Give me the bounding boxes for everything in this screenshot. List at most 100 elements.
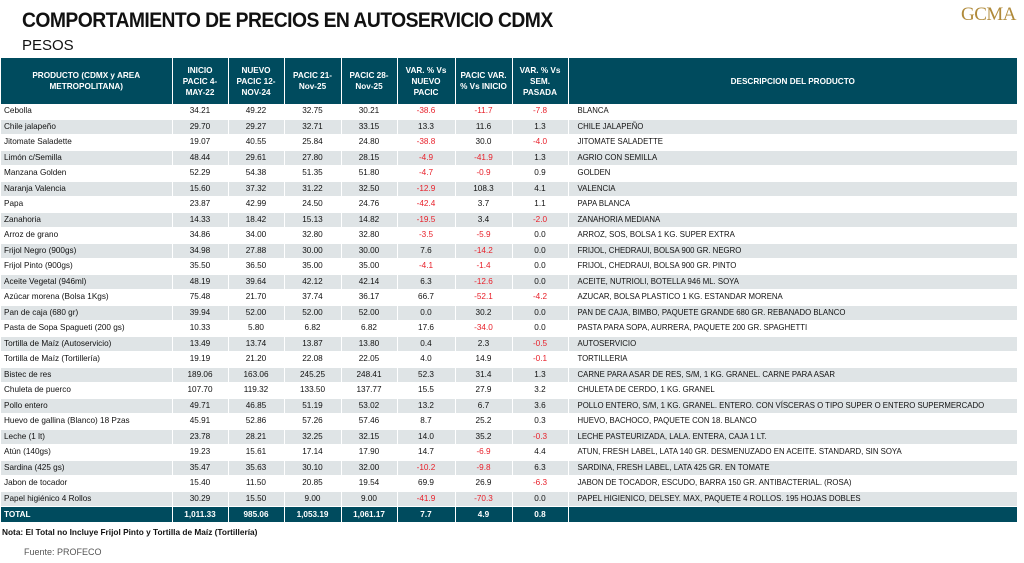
product-name: Huevo de gallina (Blanco) 18 Pzas bbox=[1, 413, 172, 430]
table-row: Papa 23.87 42.99 24.50 24.76 -42.4 3.7 1.1 PAPA … bbox=[1, 196, 1017, 213]
total-value: 7.7 bbox=[396, 506, 455, 522]
cell-value: 57.46 bbox=[340, 413, 397, 430]
cell-value: 0.9 bbox=[511, 165, 568, 182]
cell-value: 32.15 bbox=[340, 429, 397, 445]
cell-value: 36.17 bbox=[340, 289, 397, 306]
cell-value: 75.48 bbox=[171, 289, 228, 306]
cell-value: -14.2 bbox=[454, 243, 512, 259]
cell-value: -41.9 bbox=[396, 491, 455, 507]
cell-value: 13.87 bbox=[283, 336, 341, 352]
cell-value: 30.29 bbox=[171, 491, 228, 507]
cell-value: 52.00 bbox=[283, 305, 341, 321]
cell-value: 35.00 bbox=[283, 258, 341, 275]
cell-value: 0.0 bbox=[511, 320, 568, 337]
cell-value: -3.5 bbox=[396, 227, 455, 244]
cell-value: 52.00 bbox=[340, 305, 397, 321]
cell-value: 1.1 bbox=[511, 196, 568, 213]
table-row: Pollo entero 49.71 46.85 51.19 53.02 13.2 6.7 3… bbox=[1, 398, 1017, 414]
cell-value: 3.2 bbox=[511, 382, 568, 399]
cell-value: 30.00 bbox=[340, 243, 397, 259]
table-row: Manzana Golden 52.29 54.38 51.35 51.80 -4.7 -0… bbox=[1, 165, 1017, 182]
cell-value: -1.4 bbox=[454, 258, 512, 275]
product-name: Zanahoria bbox=[1, 212, 172, 228]
footnote: Nota: El Total no Incluye Frijol Pinto y… bbox=[2, 527, 258, 537]
cell-value: 31.4 bbox=[454, 367, 512, 383]
table-row: Chuleta de puerco 107.70 119.32 133.50 137.7… bbox=[1, 382, 1017, 399]
cell-value: 51.19 bbox=[283, 398, 341, 414]
cell-value: 52.86 bbox=[227, 413, 284, 430]
cell-value: 0.0 bbox=[511, 305, 568, 321]
page-title: COMPORTAMIENTO DE PRECIOS EN AUTOSERVICI… bbox=[22, 9, 553, 32]
cell-value: 37.74 bbox=[283, 289, 341, 306]
cell-value: 19.07 bbox=[171, 134, 228, 151]
cell-value: 6.82 bbox=[283, 320, 341, 337]
cell-value: 32.25 bbox=[283, 429, 341, 445]
product-description: JITOMATE SALADETTE bbox=[567, 134, 1017, 151]
cell-value: 137.77 bbox=[340, 382, 397, 399]
cell-value: 24.80 bbox=[340, 134, 397, 151]
cell-value: 51.35 bbox=[283, 165, 341, 182]
table-row: Azúcar morena (Bolsa 1Kgs) 75.48 21.70 37.7… bbox=[1, 289, 1017, 306]
table-header-row: PRODUCTO (CDMX y AREA METROPOLITANA) INIC… bbox=[1, 58, 1017, 104]
cell-value: 5.80 bbox=[227, 320, 284, 337]
cell-value: -12.6 bbox=[454, 274, 512, 290]
cell-value: 52.3 bbox=[396, 367, 455, 383]
cell-value: 24.50 bbox=[283, 196, 341, 213]
cell-value: 6.3 bbox=[511, 460, 568, 476]
cell-value: 11.50 bbox=[227, 475, 284, 492]
table-row: Pasta de Sopa Spagueti (200 gs) 10.33 5.80… bbox=[1, 320, 1017, 337]
cell-value: 17.6 bbox=[396, 320, 455, 337]
product-description: CARNE PARA ASAR DE RES, S/M, 1 KG. GRANE… bbox=[567, 367, 1017, 383]
cell-value: 0.0 bbox=[511, 243, 568, 259]
cell-value: 25.84 bbox=[283, 134, 341, 151]
product-name: Manzana Golden bbox=[1, 165, 172, 182]
table-row: Bistec de res 189.06 163.06 245.25 248.41 52.… bbox=[1, 367, 1017, 383]
cell-value: 13.74 bbox=[227, 336, 284, 352]
page-header: COMPORTAMIENTO DE PRECIOS EN AUTOSERVICI… bbox=[0, 0, 1024, 58]
source: Fuente: PROFECO bbox=[24, 547, 102, 557]
cell-value: 14.82 bbox=[340, 212, 397, 228]
product-description: POLLO ENTERO, S/M, 1 KG. GRANEL. ENTERO.… bbox=[567, 398, 1017, 414]
product-description: LECHE PASTEURIZADA, LALA. ENTERA, CAJA 1… bbox=[567, 429, 1017, 445]
product-name: Frijol Pinto (900gs) bbox=[1, 258, 172, 275]
product-description: TORTILLERIA bbox=[567, 351, 1017, 368]
cell-value: 133.50 bbox=[283, 382, 341, 399]
cell-value: 4.4 bbox=[511, 444, 568, 461]
total-row: TOTAL 1,011.33 985.06 1,053.19 1,061.17 7.7 4.… bbox=[1, 506, 1017, 522]
cell-value: 22.08 bbox=[283, 351, 341, 368]
cell-value: 45.91 bbox=[171, 413, 228, 430]
cell-value: -5.9 bbox=[454, 227, 512, 244]
cell-value: -7.8 bbox=[511, 104, 568, 120]
cell-value: 27.80 bbox=[283, 150, 341, 166]
cell-value: 0.0 bbox=[511, 274, 568, 290]
page-subtitle: PESOS bbox=[22, 37, 74, 54]
cell-value: 54.38 bbox=[227, 165, 284, 182]
cell-value: 25.2 bbox=[454, 413, 512, 430]
cell-value: -70.3 bbox=[454, 491, 512, 507]
product-name: Pan de caja (680 gr) bbox=[1, 305, 172, 321]
cell-value: 52.00 bbox=[227, 305, 284, 321]
cell-value: 4.1 bbox=[511, 181, 568, 197]
product-description: CHULETA DE CERDO, 1 KG. GRANEL bbox=[567, 382, 1017, 399]
cell-value: 28.15 bbox=[340, 150, 397, 166]
cell-value: 34.00 bbox=[227, 227, 284, 244]
cell-value: -4.2 bbox=[511, 289, 568, 306]
cell-value: -38.8 bbox=[396, 134, 455, 151]
cell-value: 34.86 bbox=[171, 227, 228, 244]
table-row: Jitomate Saladette 19.07 40.55 25.84 24.80 -3… bbox=[1, 134, 1017, 151]
product-description: BLANCA bbox=[567, 104, 1017, 120]
gcma-logo: GCMA bbox=[960, 4, 1017, 25]
table-row: Naranja Valencia 15.60 37.32 31.22 32.50 -12.… bbox=[1, 181, 1017, 197]
cell-value: 40.55 bbox=[227, 134, 284, 151]
cell-value: 29.70 bbox=[171, 119, 228, 135]
cell-value: 19.23 bbox=[171, 444, 228, 461]
cell-value: 32.75 bbox=[283, 104, 341, 120]
cell-value: 39.94 bbox=[171, 305, 228, 321]
cell-value: 30.00 bbox=[283, 243, 341, 259]
product-name: Bistec de res bbox=[1, 367, 172, 383]
cell-value: 42.99 bbox=[227, 196, 284, 213]
cell-value: 48.44 bbox=[171, 150, 228, 166]
product-description: CHILE JALAPEÑO bbox=[567, 119, 1017, 135]
cell-value: 48.19 bbox=[171, 274, 228, 290]
total-value bbox=[567, 506, 1017, 522]
